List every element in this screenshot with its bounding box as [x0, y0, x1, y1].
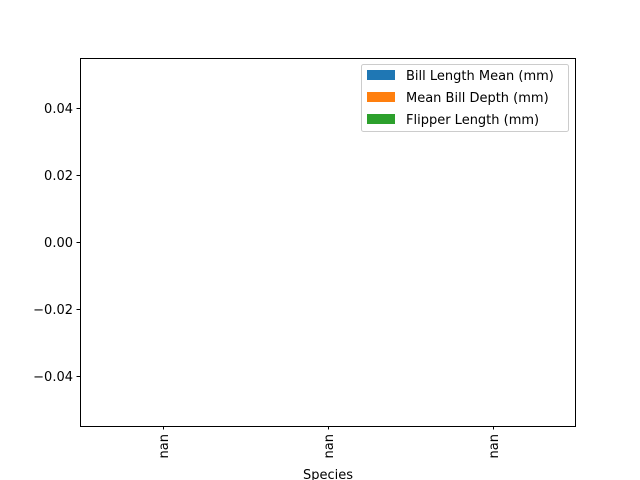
y-tick-label: −0.04 — [33, 370, 73, 385]
legend-box — [361, 64, 569, 132]
legend-label: Mean Bill Depth (mm) — [406, 91, 549, 106]
legend-label: Flipper Length (mm) — [406, 113, 539, 128]
x-tick-label: nan — [487, 434, 502, 458]
y-tick-label: 0.00 — [44, 236, 73, 251]
legend-label: Bill Length Mean (mm) — [406, 69, 554, 84]
legend-swatch — [367, 70, 395, 80]
legend: Bill Length Mean (mm) Mean Bill Depth (mm… — [361, 64, 569, 132]
x-axis-ticks: nan nan nan — [157, 426, 502, 458]
x-axis-label: Species — [303, 468, 353, 480]
y-axis-ticks: −0.04 −0.02 0.00 0.02 0.04 — [33, 102, 80, 385]
x-tick-label: nan — [322, 434, 337, 458]
y-tick-label: −0.02 — [33, 303, 73, 318]
y-tick-label: 0.02 — [44, 169, 73, 184]
y-tick-label: 0.04 — [44, 102, 73, 117]
legend-swatch — [367, 114, 395, 124]
plot-area-frame — [80, 58, 576, 427]
legend-entries: Bill Length Mean (mm) Mean Bill Depth (mm… — [367, 69, 554, 128]
legend-swatch — [367, 92, 395, 102]
x-tick-label: nan — [157, 434, 172, 458]
